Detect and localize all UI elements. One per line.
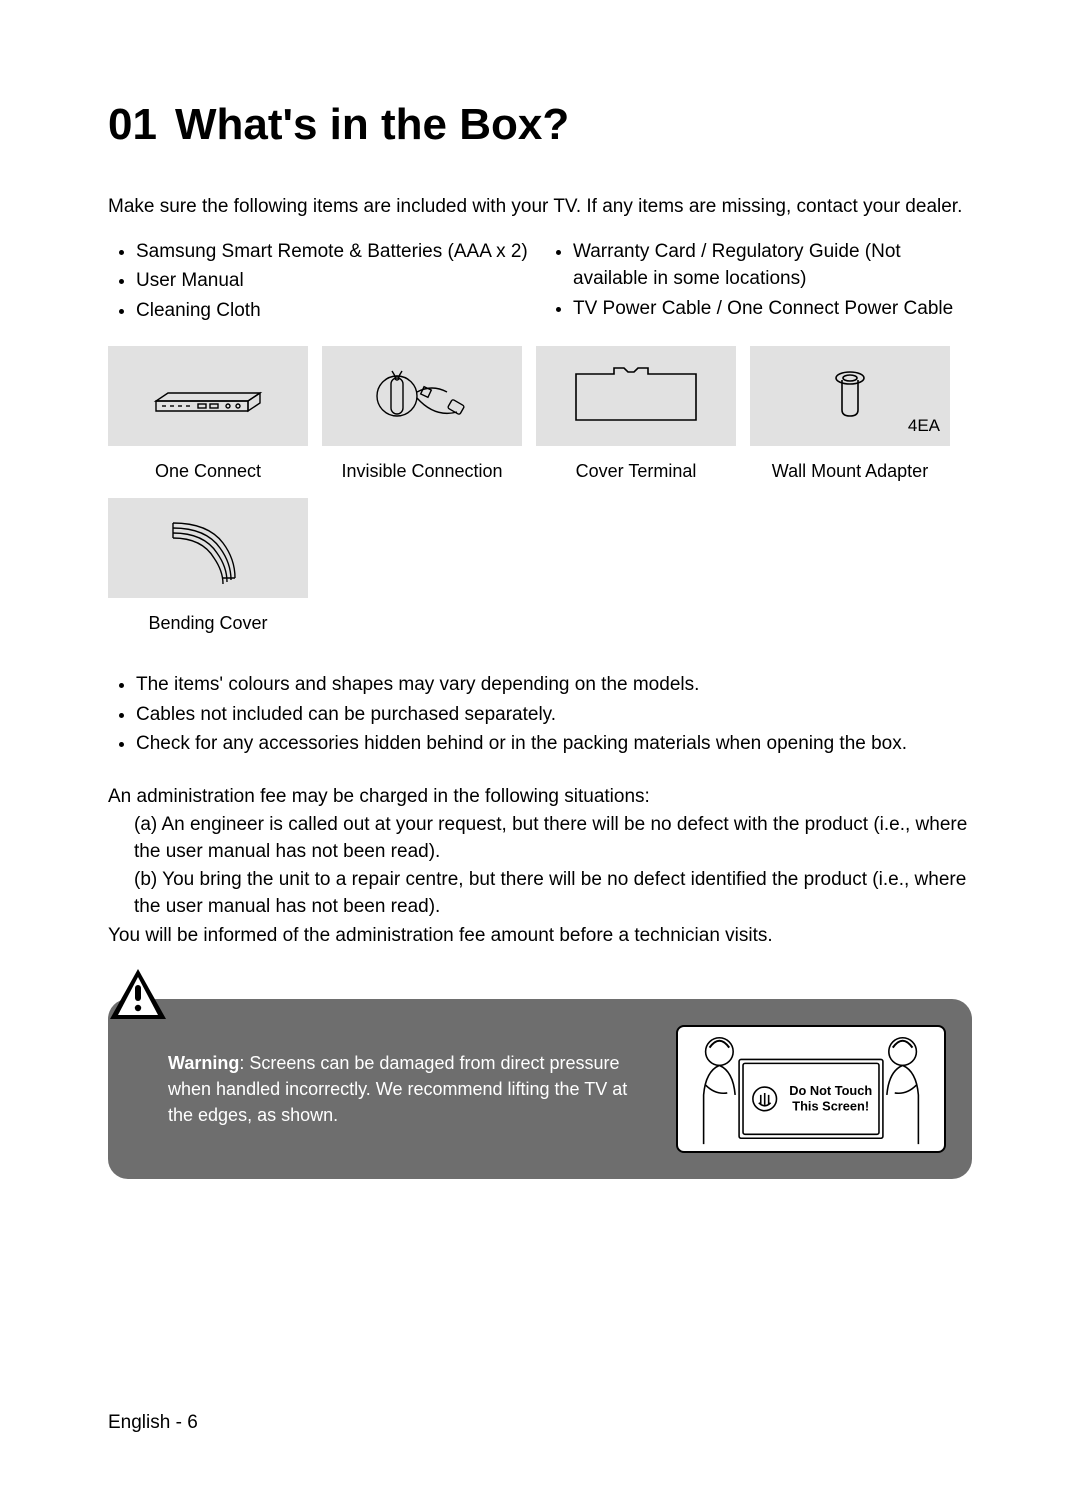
accessory-cell: Bending Cover — [108, 498, 308, 635]
warning-box: Warning: Screens can be damaged from dir… — [108, 999, 972, 1179]
page-footer: English - 6 — [108, 1412, 198, 1434]
list-item: Check for any accessories hidden behind … — [136, 730, 972, 758]
warning-illustration: Do Not Touch This Screen! — [676, 1025, 946, 1153]
illus-text-line2: This Screen! — [792, 1099, 869, 1114]
admin-fee-block: An administration fee may be charged in … — [108, 784, 972, 950]
bending-cover-icon — [108, 498, 308, 598]
accessory-cell: Invisible Connection — [322, 346, 522, 483]
accessory-grid: One Connect Invisible Con — [108, 346, 972, 635]
intro-text: Make sure the following items are includ… — [108, 194, 972, 220]
accessory-cell: One Connect — [108, 346, 308, 483]
accessory-label: One Connect — [108, 460, 308, 483]
admin-lead: An administration fee may be charged in … — [108, 784, 972, 811]
included-right-column: Warranty Card / Regulatory Guide (Not av… — [545, 238, 972, 327]
warning-label: Warning — [168, 1053, 239, 1073]
list-item: User Manual — [136, 267, 535, 295]
included-items-list: Samsung Smart Remote & Batteries (AAA x … — [108, 238, 972, 327]
included-left-column: Samsung Smart Remote & Batteries (AAA x … — [108, 238, 535, 327]
section-number: 01 — [108, 100, 157, 150]
cover-terminal-icon — [536, 346, 736, 446]
quantity-badge: 4EA — [908, 416, 940, 436]
admin-item-a: (a) An engineer is called out at your re… — [108, 812, 972, 865]
accessory-label: Bending Cover — [108, 612, 308, 635]
section-title: What's in the Box? — [175, 100, 569, 150]
notes-list: The items' colours and shapes may vary d… — [108, 671, 972, 758]
accessory-cell: Cover Terminal — [536, 346, 736, 483]
accessory-label: Cover Terminal — [536, 460, 736, 483]
manual-page: 01 What's in the Box? Make sure the foll… — [0, 0, 1080, 1494]
wall-mount-adapter-icon: 4EA — [750, 346, 950, 446]
one-connect-icon — [108, 346, 308, 446]
list-item: The items' colours and shapes may vary d… — [136, 671, 972, 699]
list-item: Warranty Card / Regulatory Guide (Not av… — [573, 238, 972, 293]
illus-text-line1: Do Not Touch — [789, 1083, 872, 1098]
list-item: Samsung Smart Remote & Batteries (AAA x … — [136, 238, 535, 266]
list-item: TV Power Cable / One Connect Power Cable — [573, 295, 972, 323]
warning-triangle-icon — [108, 967, 168, 1023]
accessory-cell: 4EA Wall Mount Adapter — [750, 346, 950, 483]
invisible-connection-icon — [322, 346, 522, 446]
admin-tail: You will be informed of the administrati… — [108, 923, 972, 950]
list-item: Cables not included can be purchased sep… — [136, 701, 972, 729]
accessory-label: Wall Mount Adapter — [750, 460, 950, 483]
accessory-label: Invisible Connection — [322, 460, 522, 483]
section-heading: 01 What's in the Box? — [108, 100, 972, 150]
list-item: Cleaning Cloth — [136, 297, 535, 325]
admin-item-b: (b) You bring the unit to a repair centr… — [108, 867, 972, 920]
warning-text: Warning: Screens can be damaged from dir… — [168, 1050, 660, 1128]
